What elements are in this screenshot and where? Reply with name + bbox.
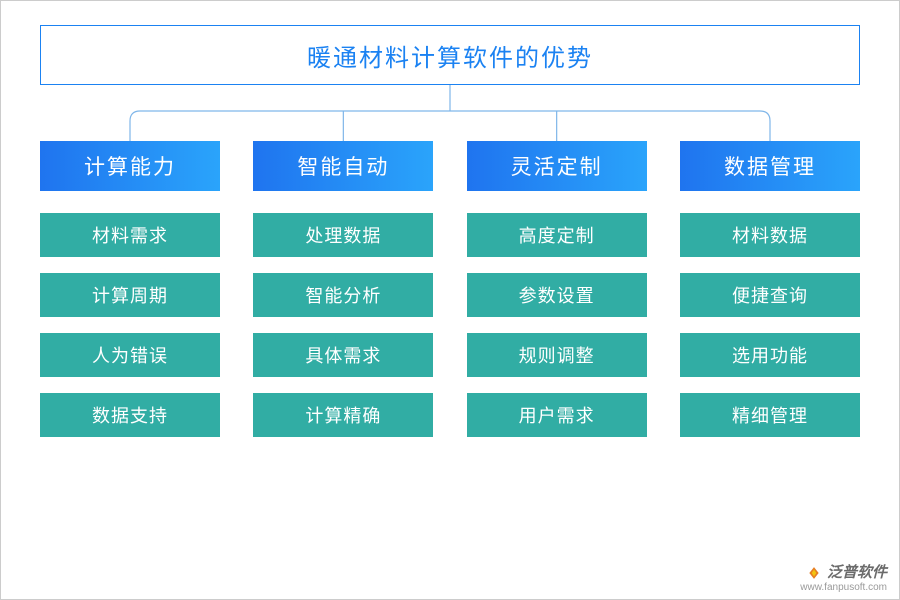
watermark: 泛普软件 www.fanpusoft.com [800, 564, 887, 593]
column-item: 便捷查询 [680, 273, 860, 317]
column-item: 数据支持 [40, 393, 220, 437]
watermark-url: www.fanpusoft.com [800, 582, 887, 593]
watermark-brand: 泛普软件 [827, 564, 887, 581]
column-item: 高度定制 [467, 213, 647, 257]
column-item: 处理数据 [253, 213, 433, 257]
column: 智能自动处理数据智能分析具体需求计算精确 [253, 141, 433, 453]
column-header: 灵活定制 [467, 141, 647, 191]
column-item: 具体需求 [253, 333, 433, 377]
column: 计算能力材料需求计算周期人为错误数据支持 [40, 141, 220, 453]
column: 灵活定制高度定制参数设置规则调整用户需求 [467, 141, 647, 453]
column-item: 规则调整 [467, 333, 647, 377]
column-item: 精细管理 [680, 393, 860, 437]
watermark-logo-icon [807, 566, 821, 580]
column-item: 用户需求 [467, 393, 647, 437]
column-header: 智能自动 [253, 141, 433, 191]
column-item: 计算周期 [40, 273, 220, 317]
column-header: 数据管理 [680, 141, 860, 191]
column-header: 计算能力 [40, 141, 220, 191]
column-item: 人为错误 [40, 333, 220, 377]
connector-bracket [40, 85, 860, 141]
column-item: 智能分析 [253, 273, 433, 317]
column-item: 计算精确 [253, 393, 433, 437]
columns-container: 计算能力材料需求计算周期人为错误数据支持智能自动处理数据智能分析具体需求计算精确… [40, 141, 860, 453]
column: 数据管理材料数据便捷查询选用功能精细管理 [680, 141, 860, 453]
column-item: 材料数据 [680, 213, 860, 257]
column-item: 选用功能 [680, 333, 860, 377]
diagram-title: 暖通材料计算软件的优势 [40, 25, 860, 85]
column-item: 参数设置 [467, 273, 647, 317]
column-item: 材料需求 [40, 213, 220, 257]
